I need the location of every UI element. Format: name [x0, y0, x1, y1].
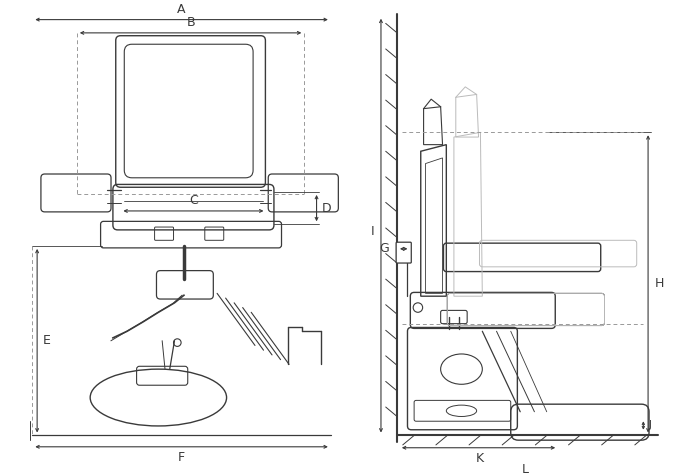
Text: E: E	[43, 334, 51, 347]
Text: C: C	[189, 194, 198, 207]
Text: F: F	[178, 451, 185, 464]
Text: B: B	[186, 16, 195, 29]
Text: I: I	[371, 225, 374, 238]
Text: H: H	[655, 277, 664, 290]
Text: G: G	[380, 242, 389, 256]
Text: J: J	[648, 420, 651, 430]
Text: A: A	[177, 3, 185, 16]
Text: L: L	[522, 463, 528, 475]
Text: K: K	[475, 452, 484, 465]
Text: D: D	[321, 201, 331, 215]
FancyBboxPatch shape	[396, 242, 411, 263]
